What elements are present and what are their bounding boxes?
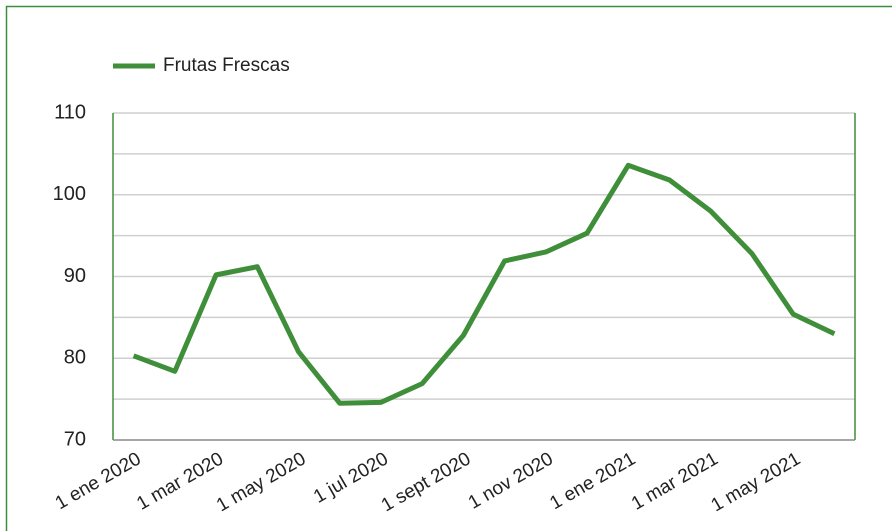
y-tick-label: 90 bbox=[64, 265, 86, 287]
legend-label: Frutas Frescas bbox=[163, 55, 290, 76]
x-tick-label: 1 ene 2020 bbox=[52, 448, 145, 514]
frame bbox=[5, 5, 892, 531]
y-tick-label: 100 bbox=[53, 183, 86, 205]
x-tick-label: 1 ene 2021 bbox=[546, 448, 639, 514]
y-tick-label: 80 bbox=[64, 347, 86, 369]
x-tick-label: 1 may 2020 bbox=[213, 448, 309, 516]
y-tick-label: 70 bbox=[64, 428, 86, 450]
x-tick-label: 1 nov 2020 bbox=[465, 448, 557, 513]
x-tick-label: 1 mar 2021 bbox=[628, 448, 722, 514]
y-tick-label: 110 bbox=[54, 101, 86, 123]
x-tick-label: 1 may 2021 bbox=[708, 448, 804, 516]
x-tick-label: 1 sept 2020 bbox=[378, 448, 475, 516]
x-tick-label: 1 mar 2020 bbox=[133, 448, 227, 514]
line-series bbox=[132, 162, 836, 406]
